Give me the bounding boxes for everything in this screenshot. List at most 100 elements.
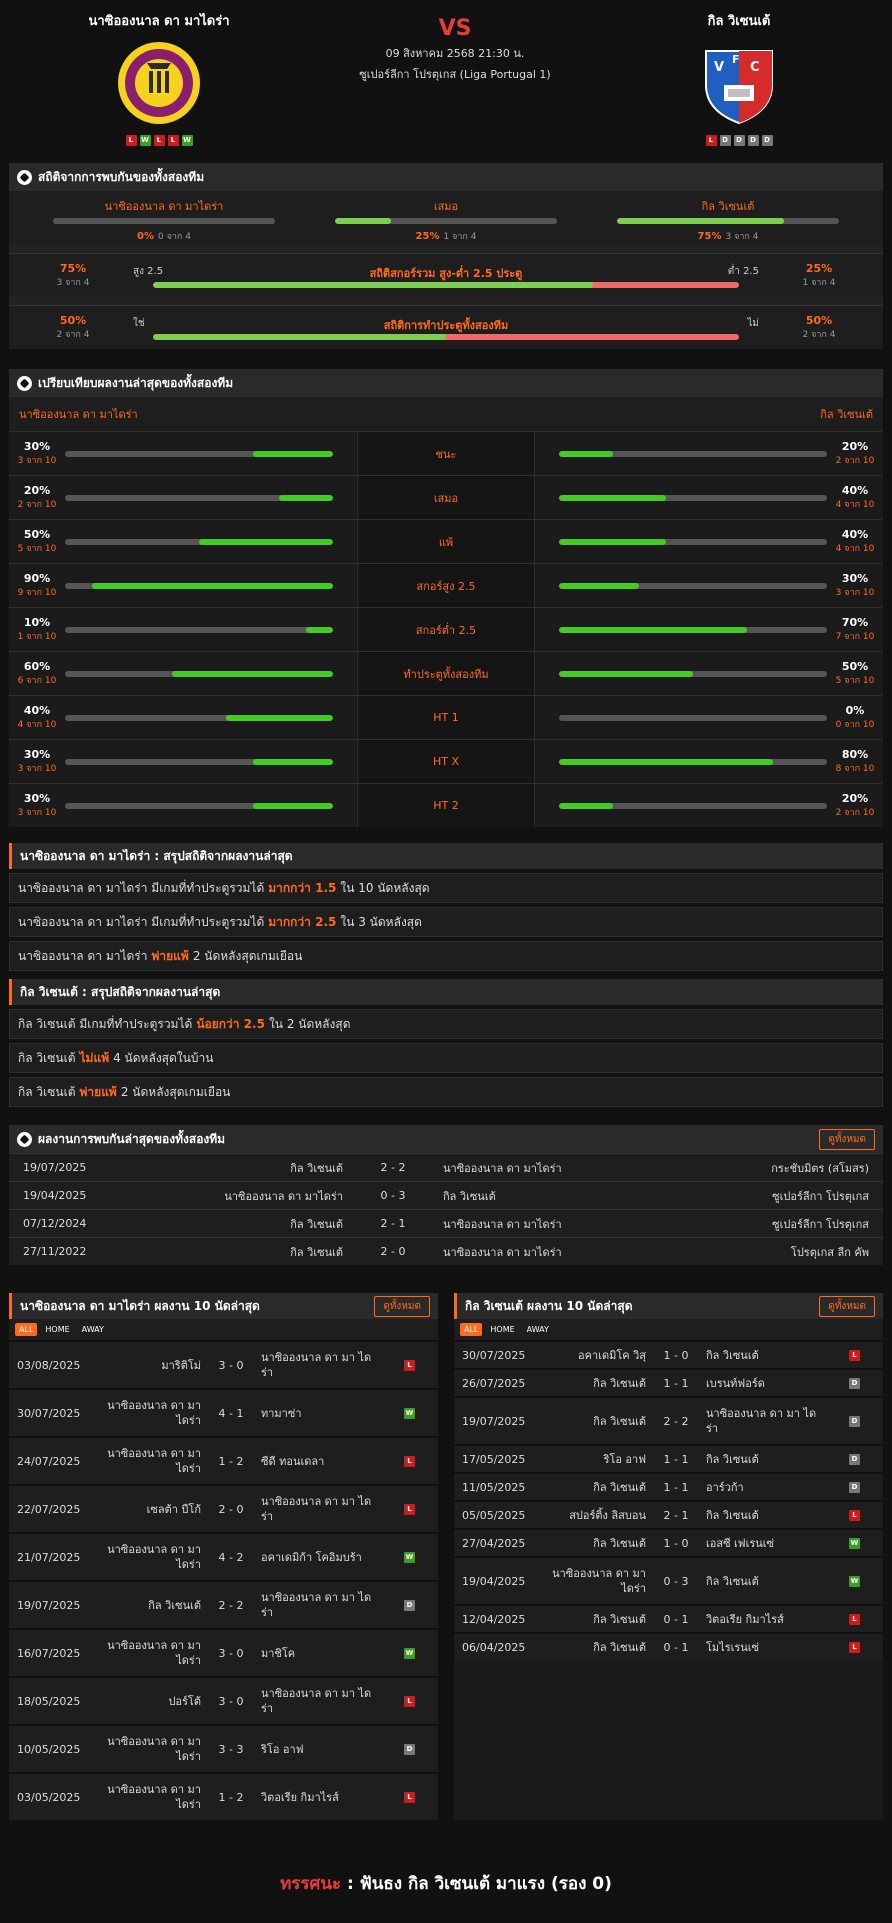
match-result: L xyxy=(381,1695,438,1707)
match-away-team: นาซิอองนาล ดา มาไดร่า xyxy=(443,1217,562,1231)
match-info: VS 09 สิงหาคม 2568 21:30 น. ซูเปอร์ลีกา … xyxy=(305,16,605,83)
match-score: 1 - 1 xyxy=(663,1376,689,1390)
btts-no-count: 2 จาก 4 xyxy=(802,330,836,340)
comparison-metric-label: สกอร์ต่ำ 2.5 xyxy=(357,608,535,651)
comparison-row: 10% 1 จาก 10 สกอร์ต่ำ 2.5 70% 7 จาก 10 xyxy=(9,607,883,651)
last10-row[interactable]: 24/07/2025 นาซิอองนาล ดา มา ไดร่า 1 - 2 ซีด… xyxy=(9,1436,438,1484)
summary-highlight: มากกว่า 2.5 xyxy=(268,914,337,929)
match-league[interactable]: ซูเปอร์ลีกา โปรตุเกส (Liga Portugal 1) xyxy=(359,68,551,81)
comparison-away-bar-fill xyxy=(559,802,613,809)
result-badge: L xyxy=(849,1509,860,1521)
summary-line: นาซิอองนาล ดา มาไดร่า พ่ายแพ้ 2 นัดหลังสุด… xyxy=(9,941,883,971)
tab-all[interactable]: ALL xyxy=(15,1323,38,1336)
away-team-logo: V C F xyxy=(705,50,773,125)
tab-home[interactable]: HOME xyxy=(490,1325,515,1334)
comparison-away-bar-fill xyxy=(559,670,693,677)
match-date: 21/07/2025 xyxy=(17,1550,81,1564)
comparison-away-value: 20% 2 จาก 10 xyxy=(827,792,883,819)
last10-row[interactable]: 11/05/2025 กิล วิเซนเต้ 1 - 1 อาร์วก้า D xyxy=(454,1472,883,1500)
last10-row[interactable]: 30/07/2025 อคาเดมิโค วิสุ 1 - 0 กิล วิเซนเต… xyxy=(454,1340,883,1368)
comparison-away-pct: 0% xyxy=(845,704,865,717)
h2h-match-row[interactable]: 19/07/2025 กิล วิเซนเต้ 2 - 2 นาซิอองนาล ดา… xyxy=(9,1153,883,1181)
last10-row[interactable]: 30/07/2025 นาซิอองนาล ดา มา ไดร่า 4 - 1 ทาม… xyxy=(9,1388,438,1436)
match-away-team: มาชิโค xyxy=(261,1646,296,1660)
h2h-match-row[interactable]: 27/11/2022 กิล วิเซนเต้ 2 - 0 นาซิอองนาล ดา… xyxy=(9,1237,883,1265)
comparison-home-value: 50% 5 จาก 10 xyxy=(9,528,65,555)
comparison-away-pct: 50% xyxy=(841,660,869,673)
comparison-away-count: 5 จาก 10 xyxy=(835,676,875,686)
home-last10-view-all-button[interactable]: ดูทั้งหมด xyxy=(374,1295,430,1317)
last10-row[interactable]: 10/05/2025 นาซิอองนาล ดา มา ไดร่า 3 - 3 ริโ… xyxy=(9,1724,438,1772)
match-home-team: นาซิอองนาล ดา มา ไดร่า xyxy=(107,1399,201,1427)
comparison-row: 40% 4 จาก 10 HT 1 0% 0 จาก 10 xyxy=(9,695,883,739)
match-result: L xyxy=(381,1791,438,1803)
last10-row[interactable]: 12/04/2025 กิล วิเซนเต้ 0 - 1 วิตอเรีย กิมา… xyxy=(454,1604,883,1632)
ou-under-count: 1 จาก 4 xyxy=(802,278,836,288)
last10-row[interactable]: 03/08/2025 มาริติโม่ 3 - 0 นาซิอองนาล ดา มา… xyxy=(9,1340,438,1388)
match-score: 2 - 1 xyxy=(663,1508,689,1522)
comparison-home-value: 10% 1 จาก 10 xyxy=(9,616,65,643)
match-home-team: มาริติโม่ xyxy=(161,1358,201,1372)
last10-row[interactable]: 21/07/2025 นาซิอองนาล ดา มา ไดร่า 4 - 2 อคา… xyxy=(9,1532,438,1580)
comparison-metric-label: สกอร์สูง 2.5 xyxy=(357,564,535,607)
comparison-away-pct: 40% xyxy=(841,484,869,497)
match-score: 0 - 1 xyxy=(663,1612,689,1626)
last10-row[interactable]: 19/04/2025 นาซิอองนาล ดา มา ไดร่า 0 - 3 กิล… xyxy=(454,1556,883,1604)
match-date: 07/12/2024 xyxy=(23,1217,87,1230)
last10-row[interactable]: 03/05/2025 นาซิอองนาล ดา มา ไดร่า 1 - 2 วิต… xyxy=(9,1772,438,1820)
h2h-draw-pct: 25% xyxy=(415,231,440,242)
comparison-away-count: 8 จาก 10 xyxy=(835,764,875,774)
match-result: W xyxy=(381,1647,438,1659)
h2h-match-row[interactable]: 19/04/2025 นาซิอองนาล ดา มาไดร่า 0 - 3 กิล … xyxy=(9,1181,883,1209)
h2h-view-all-button[interactable]: ดูทั้งหมด xyxy=(819,1128,875,1150)
summary-highlight: พ่ายแพ้ xyxy=(79,1084,117,1099)
match-home-team: กิล วิเซนเต้ xyxy=(593,1480,646,1494)
comparison-home-count: 5 จาก 10 xyxy=(17,544,57,554)
comparison-home-bar-fill xyxy=(252,758,333,765)
away-last10: กิล วิเซนเต้ ผลงาน 10 นัดล่าสุด ดูทั้งหม… xyxy=(454,1293,883,1820)
last10-row[interactable]: 18/05/2025 ปอร์โต้ 3 - 0 นาซิอองนาล ดา มา ไ… xyxy=(9,1676,438,1724)
match-result: L xyxy=(381,1503,438,1515)
match-score: 3 - 3 xyxy=(218,1742,244,1756)
comparison-metric-label: ชนะ xyxy=(357,432,535,475)
last10-row[interactable]: 17/05/2025 ริโอ อาฟ 1 - 1 กิล วิเซนเต้ D xyxy=(454,1444,883,1472)
summary-text: กิล วิเซนเต้ มีเกมที่ทำประตูรวมได้ xyxy=(18,1016,193,1031)
h2h-draw-count: 1 จาก 4 xyxy=(443,232,477,242)
last10-row[interactable]: 05/05/2025 สปอร์ติ้ง ลิสบอน 2 - 1 กิล วิเซน… xyxy=(454,1500,883,1528)
h2h-home-bar xyxy=(53,218,275,224)
h2h-draws: เสมอ 25% 1 จาก 4 xyxy=(305,197,587,242)
match-score: 1 - 1 xyxy=(663,1480,689,1494)
match-date: 09 สิงหาคม 2568 21:30 น. xyxy=(385,47,525,60)
comparison-away-side: 20% 2 จาก 10 xyxy=(535,784,883,827)
tab-away[interactable]: AWAY xyxy=(81,1325,104,1334)
comparison-home-pct: 50% xyxy=(23,528,51,541)
match-home-team: กิล วิเซนเต้ xyxy=(593,1536,646,1550)
last10-row[interactable]: 19/07/2025 กิล วิเซนเต้ 2 - 2 นาซิอองนาล ดา… xyxy=(454,1396,883,1444)
comparison-away-count: 2 จาก 10 xyxy=(835,456,875,466)
last10-row[interactable]: 26/07/2025 กิล วิเซนเต้ 1 - 1 เบรนท์ฟอร์ด D xyxy=(454,1368,883,1396)
last10-row[interactable]: 22/07/2025 เซลต้า บีโก้ 2 - 0 นาซิอองนาล ดา… xyxy=(9,1484,438,1532)
match-result: W xyxy=(381,1407,438,1419)
home-last10-tabs: ALL HOME AWAY xyxy=(9,1319,438,1340)
tab-home[interactable]: HOME xyxy=(45,1325,70,1334)
comparison-away-side: 40% 4 จาก 10 xyxy=(535,476,883,519)
last10-row[interactable]: 16/07/2025 นาซิอองนาล ดา มา ไดร่า 3 - 0 มาช… xyxy=(9,1628,438,1676)
away-last10-view-all-button[interactable]: ดูทั้งหมด xyxy=(819,1295,875,1317)
comparison-metric-label: แพ้ xyxy=(357,520,535,563)
h2h-match-row[interactable]: 07/12/2024 กิล วิเซนเต้ 2 - 1 นาซิอองนาล ดา… xyxy=(9,1209,883,1237)
match-away-team: นาซิอองนาล ดา มา ไดร่า xyxy=(261,1687,372,1715)
home-last10-header: นาซิอองนาล ดา มาไดร่า ผลงาน 10 นัดล่าสุด… xyxy=(9,1293,438,1319)
comparison-away-bar xyxy=(559,802,827,809)
last10-row[interactable]: 06/04/2025 กิล วิเซนเต้ 0 - 1 โมไรเรนเซ่ L xyxy=(454,1632,883,1660)
match-result: D xyxy=(826,1415,883,1427)
tab-away[interactable]: AWAY xyxy=(526,1325,549,1334)
summary-text: นาซิอองนาล ดา มาไดร่า xyxy=(18,948,148,963)
last10-row[interactable]: 27/04/2025 กิล วิเซนเต้ 1 - 0 เอสซี เฟเรนเซ… xyxy=(454,1528,883,1556)
tab-all[interactable]: ALL xyxy=(460,1323,483,1336)
ou-title: สถิติสกอร์รวม สูง-ต่ำ 2.5 ประตู xyxy=(369,266,523,280)
last10-row[interactable]: 19/07/2025 กิล วิเซนเต้ 2 - 2 นาซิอองนาล ดา… xyxy=(9,1580,438,1628)
comparison-away-bar-fill xyxy=(559,582,640,589)
